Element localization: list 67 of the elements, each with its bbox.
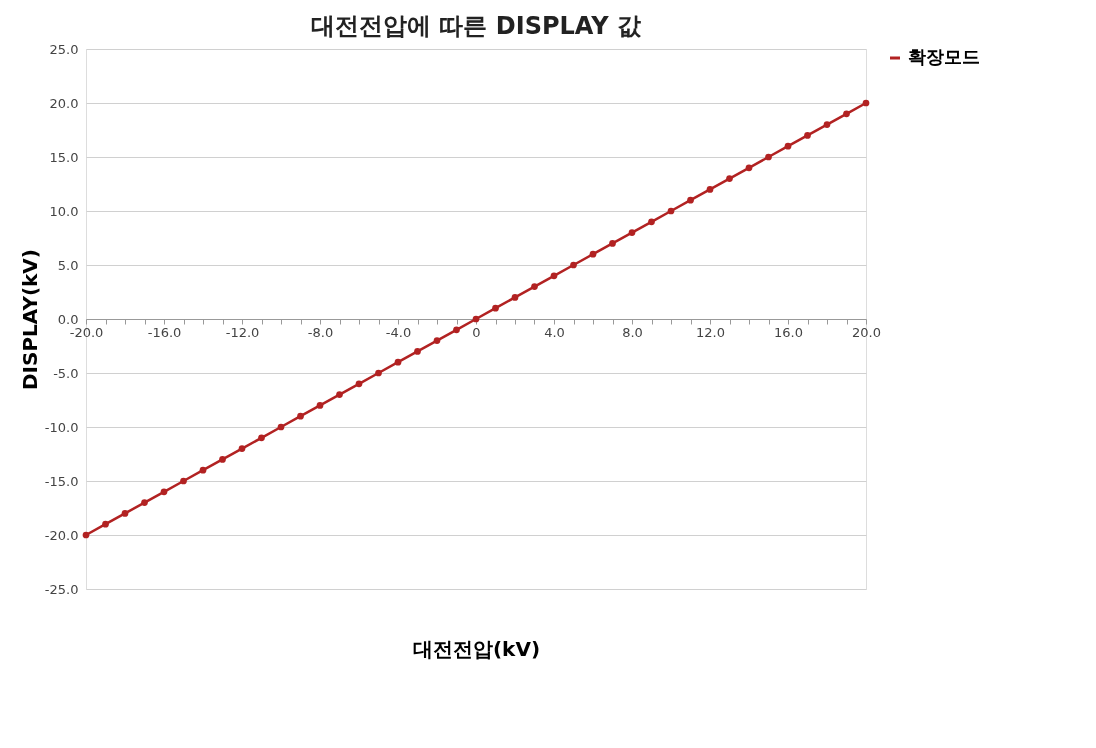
point (589, 250, 597, 258)
x-tick-label: -16.0 (147, 324, 182, 340)
point (394, 358, 402, 366)
point (258, 434, 265, 442)
point (609, 240, 616, 247)
x-tick-label: 20.0 (852, 324, 881, 340)
point (297, 412, 304, 420)
y-tick-label: -10.0 (44, 419, 79, 435)
point (414, 348, 421, 355)
point (82, 531, 90, 539)
x-tick-label: 0 (472, 324, 481, 340)
point (745, 164, 753, 172)
y-tick-label: -5.0 (53, 365, 79, 381)
point (648, 218, 655, 226)
point (238, 445, 246, 452)
point (843, 110, 850, 118)
point (355, 380, 363, 388)
y-tick-label: 25.0 (49, 41, 79, 57)
point (726, 175, 733, 182)
point (316, 402, 324, 409)
y-tick-label: 15.0 (49, 149, 79, 165)
y-tick-label: 10.0 (49, 203, 79, 219)
point (141, 499, 148, 506)
x-tick-label: -20.0 (69, 324, 104, 340)
point (180, 477, 187, 485)
y-tick-label: -25.0 (44, 581, 79, 597)
point (453, 326, 460, 334)
point (628, 229, 636, 236)
point (433, 337, 441, 344)
x-tick-label: -4.0 (385, 324, 412, 340)
point (687, 196, 694, 204)
point (784, 142, 792, 150)
y-tick-label: 0.0 (57, 311, 79, 327)
point (511, 294, 519, 301)
point (765, 153, 772, 161)
point (219, 456, 226, 463)
point (804, 132, 811, 139)
point (492, 304, 499, 312)
point (336, 391, 343, 398)
x-tick-label: 16.0 (774, 324, 803, 340)
x-tick-label: 8.0 (622, 324, 643, 340)
point (102, 520, 109, 528)
point (570, 261, 577, 269)
x-tick-label: 4.0 (544, 324, 565, 340)
point (550, 272, 558, 280)
point (160, 488, 168, 496)
point (277, 423, 285, 431)
y-tick-label: 5.0 (57, 257, 79, 273)
chart-title: 대전전압에 따른 DISPLAY 값 (311, 12, 641, 40)
y-tick-label: -20.0 (44, 527, 79, 543)
point (375, 369, 382, 377)
y-axis-title: DISPLAY(kV) (17, 249, 42, 390)
legend-label: 확장모드 (908, 46, 980, 67)
point (667, 207, 675, 215)
point (823, 121, 831, 128)
y-tick-label: -15.0 (44, 473, 79, 489)
point (472, 315, 480, 323)
x-tick-label: -12.0 (225, 324, 260, 340)
point (199, 466, 207, 474)
x-tick-label: -8.0 (307, 324, 334, 340)
x-tick-label: 12.0 (696, 324, 725, 340)
point (706, 186, 714, 193)
point (862, 99, 870, 107)
x-axis-title: 대전전압(kV) (412, 636, 541, 661)
point (121, 510, 129, 517)
point (531, 283, 538, 290)
y-tick-label: 20.0 (49, 95, 79, 111)
